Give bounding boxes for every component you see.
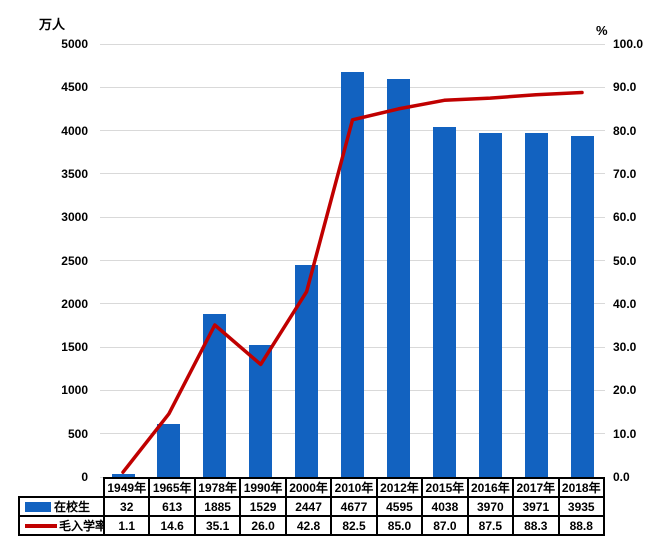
table-value-cell: 4038 <box>421 496 469 517</box>
year-header-cell: 2012年 <box>375 477 424 498</box>
left-axis-tick: 5000 <box>61 37 88 51</box>
table-value-cell: 613 <box>148 496 196 517</box>
table-value-cell: 88.8 <box>557 515 606 536</box>
year-header-cell: 2000年 <box>284 477 333 498</box>
table-value-cell: 3935 <box>557 496 606 517</box>
bar <box>295 265 319 477</box>
year-header-cell: 1949年 <box>102 477 151 498</box>
legend-swatch-line-icon <box>25 524 57 528</box>
right-axis-tick: 90.0 <box>613 80 637 95</box>
table-value-cell: 85.0 <box>375 515 424 536</box>
bar <box>157 423 181 477</box>
left-axis-tick: 3000 <box>61 210 88 225</box>
bar <box>570 136 594 477</box>
table-value-cell: 35.1 <box>193 515 242 536</box>
table-value-cell: 32 <box>102 496 151 517</box>
year-header-cell: 2018年 <box>557 477 606 498</box>
table-value-cell: 87.5 <box>466 515 515 536</box>
left-axis-tick: 500 <box>67 426 88 441</box>
table-value-cell: 14.6 <box>148 515 196 536</box>
bar <box>432 127 456 477</box>
y-gridline <box>100 43 605 45</box>
right-axis-tick: 100.0 <box>613 37 644 51</box>
table-value-cell: 42.8 <box>284 515 333 536</box>
table-value-cell: 88.3 <box>512 515 560 536</box>
legend-cell: 毛入学率 <box>18 515 105 536</box>
table-value-cell: 3971 <box>512 496 560 517</box>
left-axis-tick: 3500 <box>61 166 88 181</box>
left-axis-tick: 2000 <box>61 296 88 311</box>
year-header-cell: 1965年 <box>148 477 196 498</box>
year-header-cell: 2017年 <box>512 477 560 498</box>
bar <box>111 474 135 477</box>
right-axis-tick: 60.0 <box>613 210 637 225</box>
left-axis-tick: 1500 <box>61 340 88 355</box>
data-table: 1949年 1965年 1978年 1990年 2000年 2010年 2012年 2015年… <box>18 477 606 536</box>
left-axis-tick: 2500 <box>61 253 88 268</box>
right-axis-tick: 70.0 <box>613 166 637 181</box>
series-label: 毛入学率 <box>59 519 104 533</box>
year-header-cell: 2015年 <box>421 477 469 498</box>
table-value-cell: 2447 <box>284 496 333 517</box>
right-axis-tick: 30.0 <box>613 340 637 355</box>
right-axis-tick: 20.0 <box>613 383 637 398</box>
left-axis-tick: 4000 <box>61 123 88 138</box>
year-header-cell: 2016年 <box>466 477 515 498</box>
right-axis-tick: 80.0 <box>613 123 637 138</box>
right-axis-tick: 40.0 <box>613 296 637 311</box>
left-axis-tick: 4500 <box>61 80 88 95</box>
year-header-cell: 1990年 <box>239 477 287 498</box>
table-value-cell: 1.1 <box>102 515 151 536</box>
y-gridline <box>100 476 605 478</box>
bar <box>386 79 410 477</box>
bar <box>524 133 548 477</box>
legend-cell: 在校生 <box>18 496 105 517</box>
right-axis-tick: 50.0 <box>613 253 637 268</box>
legend-swatch-bar-icon <box>25 502 51 512</box>
table-value-cell: 4595 <box>375 496 424 517</box>
series-label: 在校生 <box>54 500 91 514</box>
bar <box>249 344 273 477</box>
table-value-cell: 3970 <box>466 496 515 517</box>
table-value-cell: 26.0 <box>239 515 287 536</box>
right-axis-tick: 0.0 <box>613 470 630 484</box>
table-value-cell: 87.0 <box>421 515 469 536</box>
right-axis-unit-label: % <box>596 23 608 38</box>
table-value-cell: 1529 <box>239 496 287 517</box>
left-axis-unit-label: 万人 <box>39 17 66 32</box>
right-axis-tick: 10.0 <box>613 426 637 441</box>
left-axis-tick: 1000 <box>61 383 88 398</box>
table-value-cell: 1885 <box>193 496 242 517</box>
table-value-cell: 82.5 <box>330 515 378 536</box>
year-header-cell: 2010年 <box>330 477 378 498</box>
year-header-cell: 1978年 <box>193 477 242 498</box>
left-axis-tick: 0 <box>81 470 88 484</box>
table-value-cell: 4677 <box>330 496 378 517</box>
bar <box>203 313 227 477</box>
bar <box>341 72 364 477</box>
bar <box>478 133 502 477</box>
